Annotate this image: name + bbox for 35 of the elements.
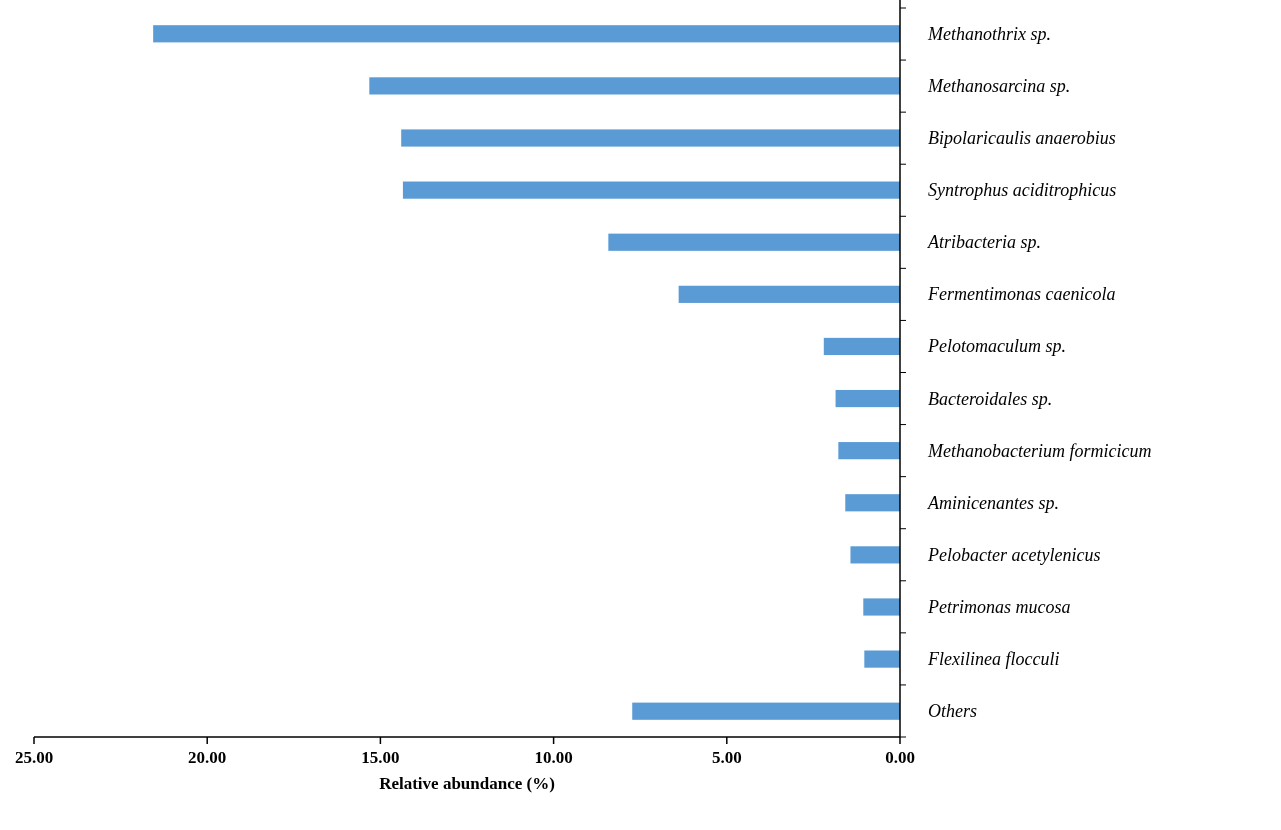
y-tick-label: Methanosarcina sp. (927, 75, 1071, 96)
bar (369, 77, 900, 95)
y-tick-label: Fermentimonas caenicola (927, 284, 1116, 305)
bar (864, 650, 900, 668)
bar (153, 25, 900, 43)
y-tick-label: Atribacteria sp. (927, 232, 1041, 253)
y-tick-label: Others (928, 701, 977, 722)
bar (845, 494, 900, 512)
bar (678, 285, 900, 303)
bar (401, 129, 900, 147)
y-tick-label: Pelotomaculum sp. (927, 336, 1066, 357)
bar (608, 233, 900, 251)
x-axis-title: Relative abundance (%) (379, 774, 555, 793)
y-tick-label: Methanobacterium formicicum (927, 440, 1152, 461)
bar (838, 442, 900, 460)
y-tick-label: Syntrophus aciditrophicus (928, 180, 1117, 201)
bar (823, 337, 900, 356)
y-tick-label: Bacteroidales sp. (928, 388, 1053, 409)
y-tick-label: Methanothrix sp. (927, 23, 1051, 44)
y-tick-label: Aminicenantes sp. (927, 492, 1059, 513)
y-tick-label: Bipolaricaulis anaerobius (928, 128, 1116, 149)
y-tick-label: Pelobacter acetylenicus (927, 544, 1101, 565)
bar (632, 702, 900, 720)
x-tick-label: 5.00 (711, 748, 742, 767)
y-tick-label: Petrimonas mucosa (927, 596, 1071, 617)
bar (863, 598, 900, 616)
bar (835, 389, 900, 408)
x-tick-label: 20.00 (188, 748, 227, 767)
x-tick-label: 10.00 (534, 748, 573, 767)
bar (402, 181, 900, 199)
y-tick-label: Flexilinea flocculi (927, 649, 1060, 670)
bar (850, 546, 900, 564)
x-tick-label: 25.00 (14, 748, 54, 767)
x-tick-label: 15.00 (361, 748, 400, 767)
x-tick-label: 0.00 (885, 748, 915, 767)
